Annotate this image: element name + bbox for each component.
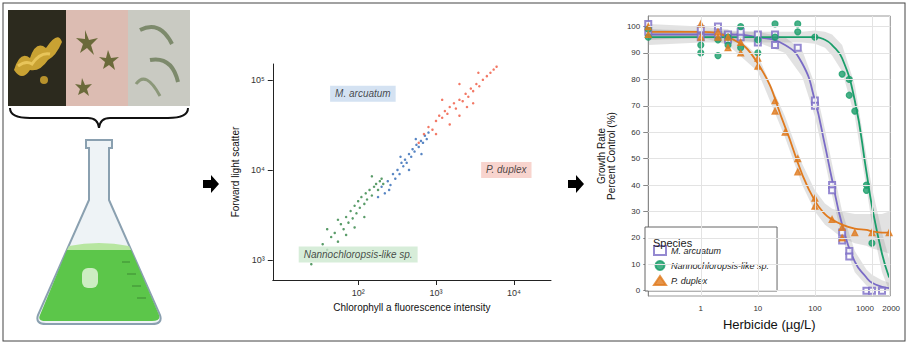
svg-text:M. arcuatum: M. arcuatum [671, 245, 721, 256]
svg-text:10⁴: 10⁴ [507, 288, 521, 298]
svg-text:100: 100 [627, 22, 641, 31]
svg-text:Nannochloropsis-like sp.: Nannochloropsis-like sp. [304, 249, 413, 260]
svg-text:Forward light scatter: Forward light scatter [230, 126, 241, 217]
svg-text:1: 1 [699, 304, 704, 313]
svg-text:P. duplex: P. duplex [486, 164, 527, 175]
svg-text:1000: 1000 [856, 304, 874, 313]
svg-text:Chlorophyll a fluorescence int: Chlorophyll a fluorescence intensity [333, 302, 490, 313]
svg-text:70: 70 [631, 101, 640, 110]
svg-text:Percent Control (%): Percent Control (%) [606, 112, 617, 200]
svg-text:90: 90 [631, 48, 640, 57]
svg-text:10³: 10³ [252, 255, 265, 265]
svg-text:10: 10 [631, 260, 640, 269]
svg-text:0: 0 [636, 286, 641, 295]
svg-text:60: 60 [631, 128, 640, 137]
svg-text:Species: Species [653, 237, 693, 249]
svg-text:10³: 10³ [430, 288, 443, 298]
svg-text:Nannochloropsis-like sp.: Nannochloropsis-like sp. [671, 261, 769, 271]
svg-text:50: 50 [631, 154, 640, 163]
svg-text:10: 10 [753, 304, 762, 313]
svg-text:2000: 2000 [882, 304, 900, 313]
svg-text:P. duplex: P. duplex [671, 276, 708, 286]
svg-text:M. arcuatum: M. arcuatum [335, 88, 391, 99]
svg-text:10⁴: 10⁴ [251, 165, 265, 175]
svg-text:10²: 10² [352, 288, 365, 298]
svg-text:40: 40 [631, 181, 640, 190]
svg-text:10⁵: 10⁵ [251, 75, 265, 85]
svg-text:Growth Rate: Growth Rate [595, 127, 607, 185]
svg-text:Herbicide (µg/L): Herbicide (µg/L) [723, 317, 816, 332]
svg-text:100: 100 [808, 304, 822, 313]
svg-text:80: 80 [631, 75, 640, 84]
svg-text:20: 20 [631, 233, 640, 242]
svg-text:30: 30 [631, 207, 640, 216]
